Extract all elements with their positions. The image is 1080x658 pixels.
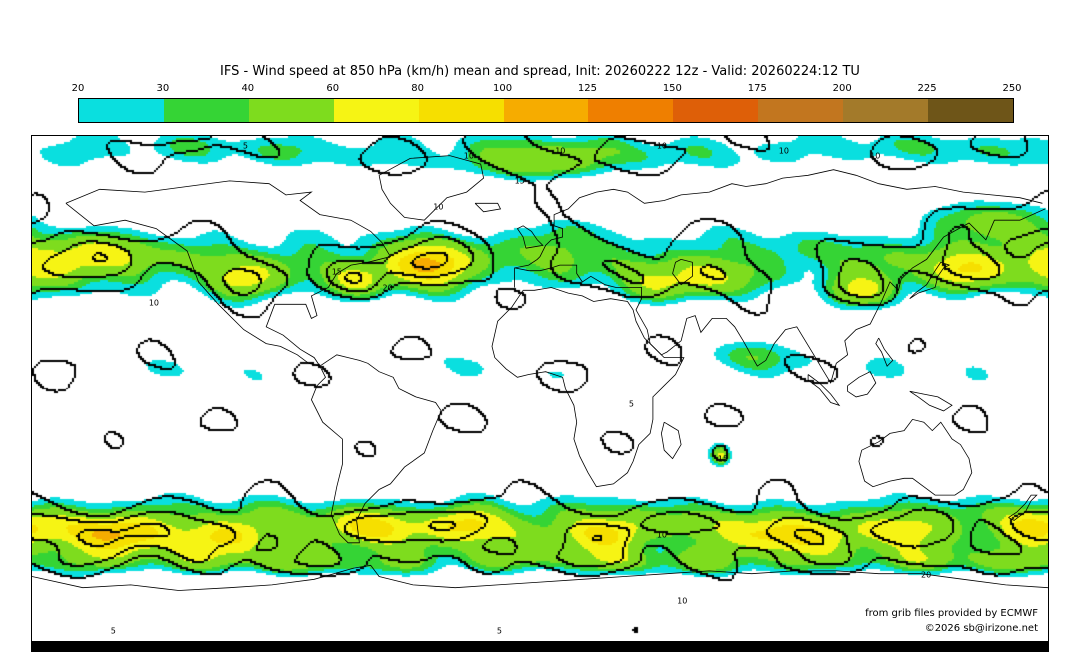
colorbar-segment <box>928 99 1013 122</box>
colorbar-tick-label: 200 <box>832 83 852 94</box>
colorbar-segment <box>333 99 419 122</box>
colorbar-segment <box>163 99 249 122</box>
attribution: from grib files provided by ECMWF ©2026 … <box>865 606 1038 636</box>
colorbar-segment <box>758 99 844 122</box>
colorbar-tick-labels: 20 30 40 60 80 100 125 150 175 200 225 250 <box>72 83 1022 95</box>
coastline <box>65 180 392 367</box>
colorbar-segment <box>588 99 674 122</box>
contour-label: 15 <box>717 454 728 464</box>
coastline <box>32 564 1048 591</box>
contour-label: 20 <box>920 570 932 580</box>
colorbar-tick-label: 225 <box>917 83 937 94</box>
coastline <box>310 354 442 544</box>
colorbar-tick-label: 80 <box>411 83 424 94</box>
contour-label: 10 <box>870 151 881 161</box>
coastline <box>514 208 1046 384</box>
contour-label: 10 <box>677 596 688 606</box>
chart-title: IFS - Wind speed at 850 hPa (km/h) mean … <box>220 64 860 79</box>
coastline <box>1008 494 1038 521</box>
coastline <box>378 155 485 221</box>
contour-label: 10 <box>433 202 444 212</box>
contour-label: 10 <box>656 141 667 151</box>
contour-label: 10 <box>656 530 667 540</box>
colorbar-tick-label: 250 <box>1002 83 1022 94</box>
coastline <box>847 371 877 398</box>
coastline <box>875 337 894 367</box>
coastline <box>672 259 693 286</box>
contour-label: 10 <box>463 151 474 161</box>
colorbar-tick-label: 100 <box>492 83 513 94</box>
contour-label: 10 <box>148 298 159 308</box>
coastline <box>858 418 973 496</box>
colorbar-segment <box>418 99 504 122</box>
colorbar-segment <box>503 99 589 122</box>
colorbar-segment <box>248 99 334 122</box>
coastline <box>491 287 685 488</box>
spread-contour-labels: 5 10 10 10 10 10 15 10 15 20 10 5 15 10 20 10 5 5 <box>32 136 1048 641</box>
colorbar-tick-label: 175 <box>747 83 767 94</box>
contour-label: 20 <box>382 283 393 292</box>
colorbar-segment <box>673 99 759 122</box>
coastlines-overlay <box>32 155 1048 591</box>
contour-label: 5 <box>242 141 248 151</box>
coastline <box>516 225 544 249</box>
colorbar-tick-label: 30 <box>156 83 170 94</box>
contour-label: 10 <box>778 146 789 156</box>
colorbar-tick-label: 60 <box>326 83 340 94</box>
colorbar <box>78 98 1014 123</box>
contour-label: 15 <box>514 176 525 186</box>
contour-label: 15 <box>331 267 342 277</box>
coastline <box>514 169 1043 288</box>
colorbar-tick-label: 150 <box>662 83 682 94</box>
wind-field-canvas <box>32 136 1048 641</box>
attribution-line2: ©2026 sb@irizone.net <box>924 623 1038 634</box>
colorbar-tick-label: 125 <box>577 83 597 94</box>
colorbar-tick-label: 40 <box>241 83 255 94</box>
colorbar-segment <box>79 99 164 122</box>
contour-label: 5 <box>496 626 502 636</box>
coastline <box>909 261 951 300</box>
colorbar-tick-label: 20 <box>71 83 85 94</box>
attribution-line1: from grib files provided by ECMWF <box>865 608 1038 619</box>
coastline <box>807 374 841 407</box>
contour-label: 5 <box>110 626 116 636</box>
coastline <box>474 202 502 213</box>
map-panel: 5 10 10 10 10 10 15 10 15 20 10 5 15 10 20 10 5 5 from gr… <box>31 135 1049 652</box>
contour-label: 10 <box>555 146 566 156</box>
contour-label: 5 <box>628 399 634 409</box>
coastline <box>660 421 682 460</box>
colorbar-segment <box>843 99 929 122</box>
coastline <box>909 390 953 412</box>
